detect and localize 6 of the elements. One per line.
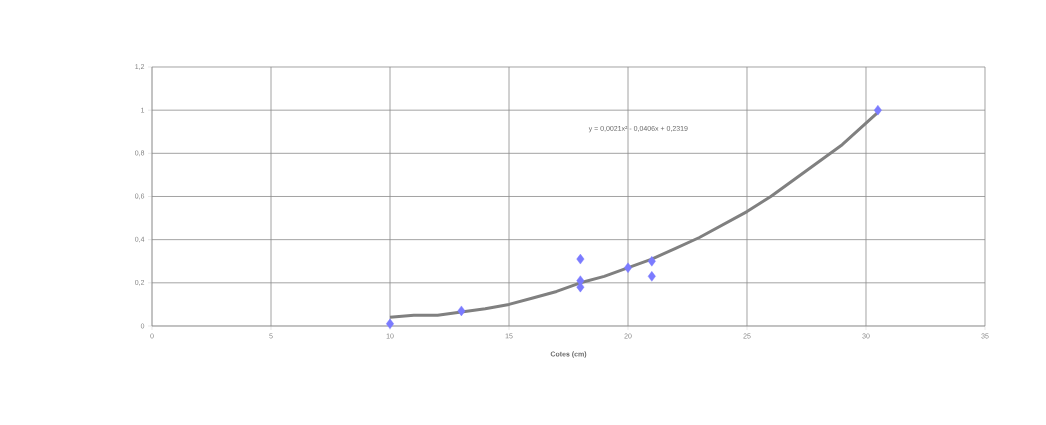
point — [457, 305, 466, 317]
point — [624, 262, 632, 273]
point — [647, 271, 656, 282]
point — [647, 256, 656, 267]
point — [873, 104, 882, 116]
point — [576, 253, 585, 265]
